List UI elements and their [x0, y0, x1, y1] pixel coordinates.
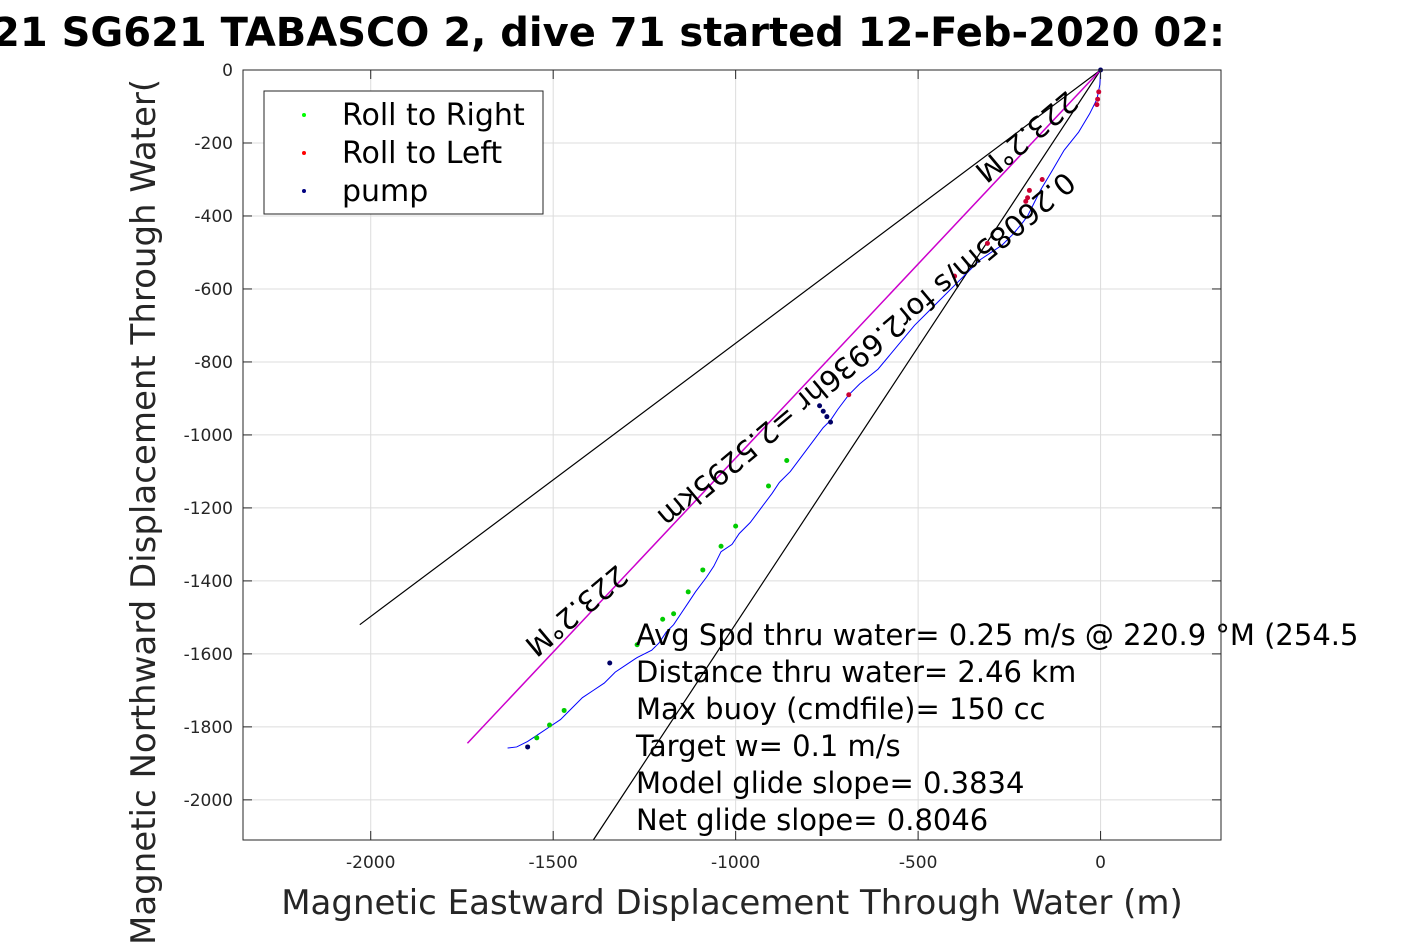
y-tick-label: -1200 — [184, 499, 233, 519]
grid — [243, 69, 1221, 840]
chart-title: 21 SG621 TABASCO 2, dive 71 started 12-F… — [0, 10, 1225, 56]
marker-layer — [525, 67, 1104, 750]
pump-point — [824, 414, 830, 420]
roll-left-point — [1026, 187, 1032, 193]
series-heading-line — [466, 69, 1102, 744]
roll-right-point — [718, 543, 724, 549]
roll-left-point — [984, 240, 990, 246]
legend-item-roll-left: Roll to Left — [302, 136, 502, 171]
series-layer — [359, 69, 1102, 841]
pump-point — [817, 403, 823, 409]
stats-line-5: Model glide slope= 0.3834 — [636, 766, 1024, 800]
y-tick-label: 0 — [222, 61, 233, 81]
x-tick-label: -1000 — [711, 853, 760, 873]
cone-line-1 — [359, 69, 1101, 626]
stats-line-6: Net glide slope= 0.8046 — [636, 803, 988, 837]
axes-box — [242, 69, 1222, 841]
y-tick-label: -600 — [194, 280, 233, 300]
roll-left-point — [1095, 96, 1101, 102]
cone-line-2 — [592, 69, 1102, 841]
roll-right-point — [765, 483, 771, 489]
roll-right-point — [685, 589, 691, 595]
legend-label-roll-right: Roll to Right — [342, 98, 525, 133]
legend: Roll to Right Roll to Left pump — [263, 90, 544, 215]
roll-right-point — [534, 735, 540, 741]
y-tick-label: -1800 — [184, 718, 233, 738]
legend-box — [263, 90, 544, 215]
roll-right-point — [660, 616, 666, 622]
y-tick-label: -1600 — [184, 645, 233, 665]
roll-left-point — [1039, 176, 1045, 182]
x-tick-label: -500 — [899, 853, 938, 873]
roll-right-point — [547, 722, 553, 728]
roll-right-point — [671, 611, 677, 617]
roll-right-point — [700, 567, 706, 573]
y-tick-label: -200 — [194, 134, 233, 154]
pump-point — [820, 408, 826, 414]
roll-right-point — [561, 707, 567, 713]
axes: -2000 -1500 -1000 -500 0 0 -200 -400 -600 -800 -10… — [184, 61, 1222, 873]
series-track-line — [507, 69, 1102, 749]
stats-line-1: Avg Spd thru water= 0.25 m/s @ 220.9 °M … — [636, 618, 1358, 652]
y-tick-label: -400 — [194, 207, 233, 227]
legend-label-pump: pump — [342, 174, 428, 209]
y-tick-label: -1400 — [184, 572, 233, 592]
legend-label-roll-left: Roll to Left — [342, 136, 502, 171]
legend-marker-pump — [302, 189, 306, 193]
x-tick-label: -2000 — [346, 853, 395, 873]
roll-left-point — [952, 273, 958, 279]
legend-marker-roll-left — [302, 151, 306, 155]
stats-line-2: Distance thru water= 2.46 km — [636, 655, 1076, 689]
pump-point — [828, 419, 834, 425]
pump-point — [525, 744, 531, 750]
roll-left-point — [1094, 102, 1100, 108]
x-tick-label: -1500 — [528, 853, 577, 873]
y-axis-label: Magnetic Northward Displacement Through … — [124, 79, 164, 945]
legend-item-roll-right: Roll to Right — [302, 98, 525, 133]
pump-point — [607, 660, 613, 666]
y-tick-label: -1000 — [184, 426, 233, 446]
legend-marker-roll-right — [302, 113, 306, 117]
roll-right-point — [733, 523, 739, 529]
y-tick-label: -800 — [194, 353, 233, 373]
x-tick-label: 0 — [1095, 853, 1106, 873]
x-axis-label: Magnetic Eastward Displacement Through W… — [281, 883, 1183, 923]
stats-line-3: Max buoy (cmdfile)= 150 cc — [636, 692, 1045, 726]
roll-left-point — [846, 392, 852, 398]
roll-left-point — [1096, 89, 1102, 95]
roll-left-point — [1023, 198, 1029, 204]
roll-right-point — [784, 457, 790, 463]
roll-right-point — [634, 642, 640, 648]
stats-line-4: Target w= 0.1 m/s — [635, 729, 901, 763]
legend-item-pump: pump — [302, 174, 428, 209]
y-tick-label: -2000 — [184, 791, 233, 811]
